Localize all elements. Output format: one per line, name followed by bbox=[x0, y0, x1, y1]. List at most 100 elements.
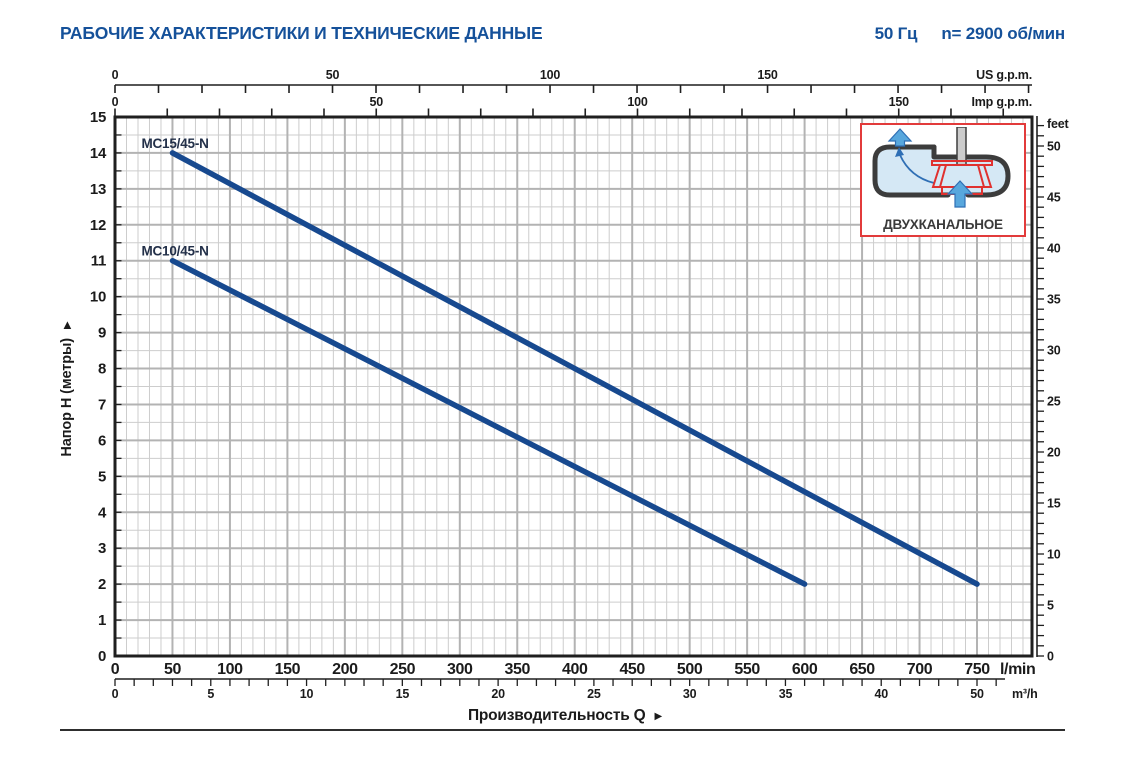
x-axis-title-text: Производительность Q bbox=[467, 707, 646, 724]
axis-arrow-icon: ▶ bbox=[654, 711, 663, 722]
meters-tick-label: 6 bbox=[98, 432, 106, 449]
m3h-tick-label: 10 bbox=[300, 687, 314, 701]
meters-tick-label: 13 bbox=[90, 181, 106, 198]
x-axis-title: Производительность Q ▶ bbox=[115, 707, 1015, 725]
feet-tick-label: 5 bbox=[1047, 599, 1054, 613]
lmin-tick-label: 400 bbox=[562, 661, 588, 678]
lmin-tick-label: 700 bbox=[907, 661, 933, 678]
m3h-tick-label: 40 bbox=[874, 687, 888, 701]
meters-tick-label: 2 bbox=[98, 576, 106, 593]
lmin-tick-label: 450 bbox=[619, 661, 645, 678]
us-gpm-tick-label: 0 bbox=[112, 68, 119, 82]
m3h-unit-label: m³/h bbox=[1012, 687, 1038, 701]
shaft-shape bbox=[956, 127, 967, 166]
m3h-tick-label: 30 bbox=[683, 687, 697, 701]
pump-curves: MC15/45-N MC10/45-N bbox=[141, 136, 980, 587]
lmin-unit-label: l/min bbox=[1000, 661, 1035, 678]
lmin-tick-label: 150 bbox=[275, 661, 301, 678]
series-label: MC15/45-N bbox=[141, 136, 208, 151]
meters-tick-label: 1 bbox=[98, 612, 106, 629]
header-specs: 50 Гц n= 2900 об/мин bbox=[874, 24, 1066, 44]
lmin-tick-label: 200 bbox=[332, 661, 358, 678]
lmin-tick-label: 50 bbox=[164, 661, 181, 678]
speed-label: n= 2900 об/мин bbox=[941, 24, 1065, 43]
feet-tick-label: 50 bbox=[1047, 140, 1061, 154]
imp-gpm-tick-label: 100 bbox=[627, 95, 648, 109]
us-gpm-tick-label: 100 bbox=[540, 68, 561, 82]
meters-tick-label: 10 bbox=[90, 289, 106, 306]
meters-tick-label: 14 bbox=[90, 145, 107, 162]
impeller-diagram bbox=[872, 127, 1011, 208]
axis-arrow-icon: ▶ bbox=[62, 321, 73, 329]
lmin-tick-label: 650 bbox=[849, 661, 875, 678]
x-axis-lmin: 0 50 100 150 200 250 300 350 400 450 500 550 600 650 7… bbox=[111, 661, 1036, 678]
imp-gpm-unit-label: Imp g.p.m. bbox=[971, 95, 1032, 109]
lmin-tick-label: 750 bbox=[964, 661, 990, 678]
meters-tick-label: 9 bbox=[98, 325, 106, 342]
bottom-rule bbox=[60, 729, 1065, 731]
m3h-tick-label: 5 bbox=[207, 687, 214, 701]
lmin-tick-label: 250 bbox=[390, 661, 416, 678]
feet-tick-label: 15 bbox=[1047, 497, 1061, 511]
m3h-tick-label: 0 bbox=[112, 687, 119, 701]
y-axis-title: Напор H (метры) ▶ bbox=[59, 321, 75, 456]
lmin-tick-label: 300 bbox=[447, 661, 473, 678]
flow-path-arrow-icon bbox=[899, 154, 935, 184]
y-axis-title-text: Напор H (метры) bbox=[59, 337, 75, 457]
meters-tick-label: 12 bbox=[90, 217, 106, 234]
imp-gpm-tick-label: 150 bbox=[889, 95, 910, 109]
page-title: РАБОЧИЕ ХАРАКТЕРИСТИКИ И ТЕХНИЧЕСКИЕ ДАН… bbox=[60, 23, 543, 43]
feet-tick-label: 30 bbox=[1047, 344, 1061, 358]
series-label: MC10/45-N bbox=[141, 244, 208, 259]
meters-tick-label: 5 bbox=[98, 468, 106, 485]
meters-tick-label: 3 bbox=[98, 540, 106, 557]
volute-outline bbox=[872, 144, 951, 198]
y-axis-inner-ticks bbox=[115, 134, 122, 639]
x-axis-us-gpm: 0 50 100 150 US g.p.m. bbox=[112, 68, 1032, 93]
header: РАБОЧИЕ ХАРАКТЕРИСТИКИ И ТЕХНИЧЕСКИЕ ДАН… bbox=[60, 23, 1065, 44]
m3h-tick-label: 35 bbox=[779, 687, 793, 701]
meters-tick-label: 11 bbox=[91, 253, 106, 270]
meters-tick-label: 0 bbox=[98, 648, 106, 665]
meters-tick-label: 7 bbox=[98, 396, 106, 413]
lmin-tick-label: 0 bbox=[111, 661, 120, 678]
impeller-shape bbox=[931, 160, 993, 195]
feet-tick-label: 40 bbox=[1047, 242, 1061, 256]
lmin-tick-label: 350 bbox=[505, 661, 531, 678]
inlet-arrow-icon bbox=[946, 180, 974, 208]
feet-tick-label: 45 bbox=[1047, 191, 1061, 205]
y-axis-feet: 0 5 10 15 20 25 30 35 40 45 50 feet bbox=[1036, 116, 1070, 664]
feet-tick-label: 0 bbox=[1047, 650, 1054, 664]
curve-MC10/45-N bbox=[169, 257, 808, 587]
x-axis-m3h: 0 5 10 15 20 25 30 35 40 50 m³/h bbox=[112, 678, 1038, 701]
us-gpm-tick-label: 50 bbox=[326, 68, 340, 82]
us-gpm-unit-label: US g.p.m. bbox=[976, 68, 1032, 82]
lmin-tick-label: 550 bbox=[734, 661, 760, 678]
feet-unit-label: feet bbox=[1047, 117, 1069, 131]
feet-tick-label: 10 bbox=[1047, 548, 1061, 562]
lmin-tick-label: 500 bbox=[677, 661, 703, 678]
lmin-tick-label: 100 bbox=[217, 661, 243, 678]
feet-tick-label: 35 bbox=[1047, 293, 1061, 307]
us-gpm-tick-label: 150 bbox=[757, 68, 778, 82]
meters-tick-label: 8 bbox=[98, 361, 106, 378]
feet-tick-label: 25 bbox=[1047, 395, 1061, 409]
m3h-tick-label: 20 bbox=[491, 687, 505, 701]
outlet-arrow-icon bbox=[887, 128, 913, 147]
x-axis-imp-gpm: 0 50 100 150 Imp g.p.m. bbox=[112, 95, 1032, 116]
meters-tick-label: 15 bbox=[90, 109, 106, 126]
flow-path-arrowhead-icon bbox=[895, 147, 904, 157]
impeller-inset: ДВУХКАНАЛЬНОЕ bbox=[860, 123, 1026, 237]
imp-gpm-tick-label: 0 bbox=[112, 95, 119, 109]
meters-tick-label: 4 bbox=[98, 504, 107, 521]
imp-gpm-tick-label: 50 bbox=[369, 95, 383, 109]
m3h-tick-label: 25 bbox=[587, 687, 601, 701]
curve-MC15/45-N bbox=[169, 150, 980, 587]
feet-tick-label: 20 bbox=[1047, 446, 1061, 460]
impeller-type-label: ДВУХКАНАЛЬНОЕ bbox=[883, 217, 1003, 232]
frequency-label: 50 Гц bbox=[874, 24, 918, 43]
lmin-tick-label: 600 bbox=[792, 661, 818, 678]
m3h-tick-label: 50 bbox=[970, 687, 984, 701]
